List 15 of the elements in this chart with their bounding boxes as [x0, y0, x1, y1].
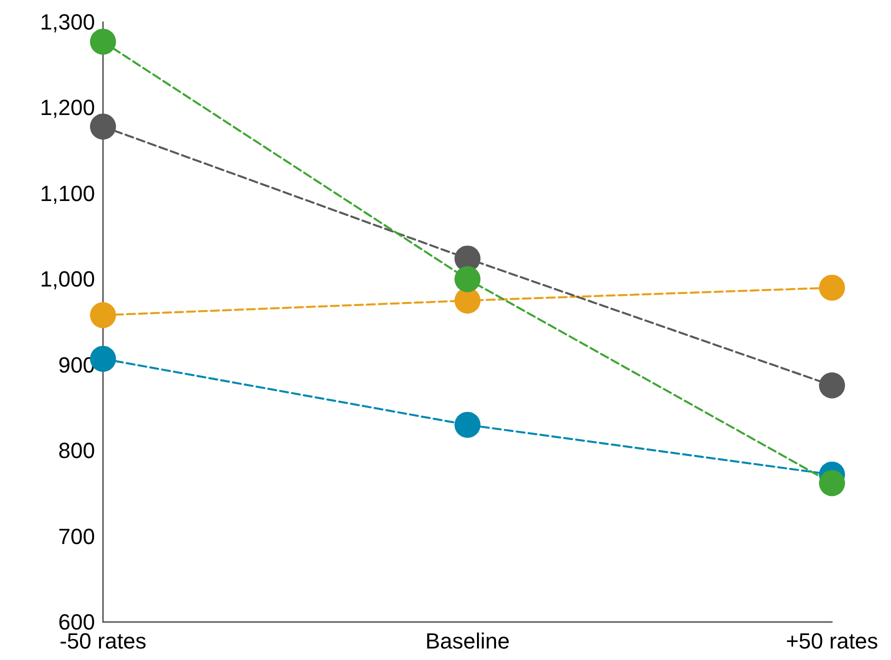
point: [819, 274, 845, 301]
point: [454, 412, 480, 438]
x-tick-label: +50 rates: [786, 628, 878, 654]
point: [819, 470, 845, 496]
y-tick-label: 800: [58, 438, 95, 464]
y-tick-label: 1,100: [40, 180, 95, 206]
y-tick-label: 700: [58, 524, 95, 549]
x-tick-label: Baseline: [425, 628, 510, 654]
y-tick-label: 1,300: [40, 10, 95, 34]
point: [454, 266, 480, 292]
point: [90, 302, 116, 328]
y-tick-label: 1,200: [40, 95, 95, 120]
point: [454, 288, 480, 314]
y-tick-label: 1,000: [40, 266, 95, 292]
point: [819, 372, 845, 398]
